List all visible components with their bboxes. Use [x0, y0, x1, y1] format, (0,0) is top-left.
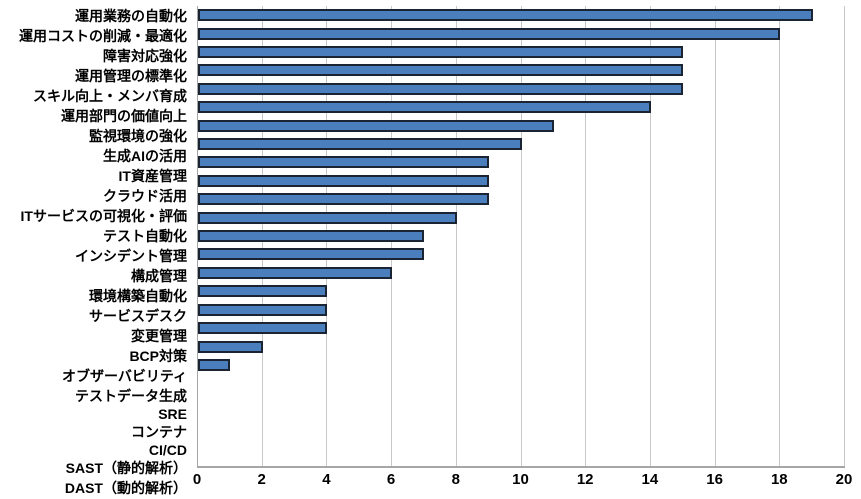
x-tick-label: 0	[192, 471, 202, 488]
category-label: 運用コストの削減・最適化	[19, 28, 187, 44]
bar-row	[198, 135, 845, 153]
category-label: ITサービスの可視化・評価	[20, 208, 187, 224]
bar	[198, 64, 684, 77]
bar	[198, 322, 328, 335]
bar-row	[198, 24, 845, 42]
x-tick-label: 8	[451, 471, 460, 488]
bar-row	[198, 393, 845, 411]
bar-row	[198, 43, 845, 61]
bar-row	[198, 448, 845, 466]
bar-row	[198, 356, 845, 374]
x-tick-label: 2	[257, 471, 266, 488]
category-label: コンテナ	[131, 424, 187, 440]
bar	[198, 46, 684, 59]
category-label: 変更管理	[131, 328, 187, 344]
category-label: サービスデスク	[89, 308, 187, 324]
gridline	[520, 6, 522, 466]
x-tick-label: 4	[322, 471, 331, 488]
bar	[198, 358, 231, 371]
bar	[198, 340, 263, 353]
category-label: 生成AIの活用	[103, 148, 187, 164]
bar	[198, 285, 328, 298]
bar-row	[198, 98, 845, 116]
bar-row	[198, 227, 845, 245]
category-label: IT資産管理	[118, 168, 187, 184]
category-label: テストデータ生成	[75, 388, 187, 404]
bar-row	[198, 282, 845, 300]
bar	[198, 303, 328, 316]
category-label: 運用部門の価値向上	[61, 108, 187, 124]
bar	[198, 266, 393, 279]
bar	[198, 211, 457, 224]
bar-row	[198, 337, 845, 355]
x-tick-label: 16	[706, 471, 723, 488]
bar	[198, 27, 781, 40]
bar	[198, 82, 684, 95]
category-label: オブザーバビリティ	[61, 368, 187, 384]
x-tick-label: 6	[386, 471, 396, 488]
bar-row	[198, 190, 845, 208]
bar-row	[198, 319, 845, 337]
category-label: 運用業務の自動化	[75, 8, 187, 24]
category-label: スキル向上・メンバ育成	[33, 88, 187, 104]
bar-row	[198, 264, 845, 282]
bar-row	[198, 61, 845, 79]
bar	[198, 119, 554, 132]
gridline	[779, 6, 781, 466]
bar	[198, 138, 522, 151]
bar-row	[198, 6, 845, 24]
bar-row	[198, 172, 845, 190]
bar	[198, 174, 490, 187]
category-label: SRE	[158, 406, 187, 422]
bar-row	[198, 245, 845, 263]
bar	[198, 9, 813, 22]
gridline	[585, 6, 587, 466]
x-tick-label: 10	[512, 471, 529, 488]
bar-series	[198, 6, 845, 466]
category-label: 環境構築自動化	[89, 288, 187, 304]
bar	[198, 230, 425, 243]
category-label: クラウド活用	[103, 188, 187, 204]
x-tick-label: 12	[576, 471, 594, 488]
x-tick-label: 14	[641, 471, 659, 488]
category-label: 運用管理の標準化	[75, 68, 187, 84]
bar	[198, 193, 490, 206]
bar-row	[198, 429, 845, 447]
category-label: 構成管理	[131, 268, 187, 284]
bar-row	[198, 411, 845, 429]
bar-row	[198, 153, 845, 171]
bar	[198, 248, 425, 261]
category-label: インシデント管理	[75, 248, 187, 264]
category-label: CI/CD	[148, 442, 187, 458]
gridline	[649, 6, 651, 466]
bar-row	[198, 374, 845, 392]
x-tick-label: 18	[770, 471, 788, 488]
category-label: BCP対策	[129, 348, 187, 364]
category-label: 障害対応強化	[103, 48, 187, 64]
bar-row	[198, 80, 845, 98]
bar-row	[198, 301, 845, 319]
gridline	[714, 6, 716, 466]
bar	[198, 101, 651, 114]
category-label: DAST（動的解析）	[64, 480, 187, 496]
bar-row	[198, 116, 845, 134]
gridline	[455, 6, 457, 466]
plot-area	[197, 6, 845, 468]
x-tick-label: 20	[835, 471, 853, 488]
gridline	[844, 6, 845, 466]
category-label: テスト自動化	[103, 228, 187, 244]
category-label: SAST（静的解析）	[65, 460, 187, 476]
bar-row	[198, 208, 845, 226]
category-axis-labels: 運用業務の自動化運用コストの削減・最適化障害対応強化運用管理の標準化スキル向上・…	[0, 6, 192, 496]
category-label: 監視環境の強化	[89, 128, 187, 144]
bar	[198, 156, 490, 169]
